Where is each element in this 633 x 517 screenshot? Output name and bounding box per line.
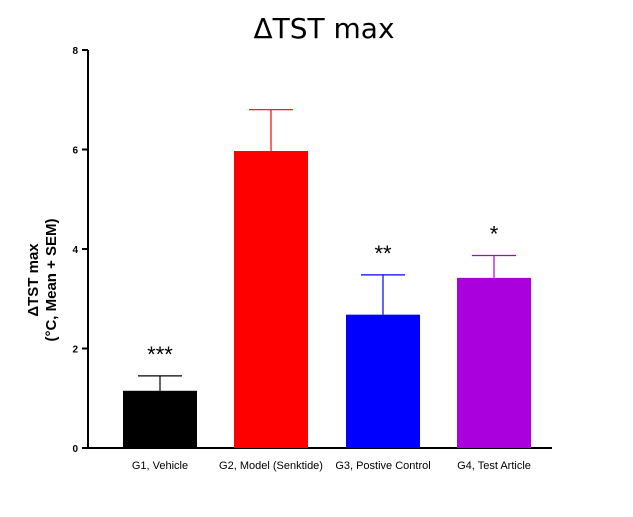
- bar: [234, 150, 308, 448]
- significance-marker: **: [374, 241, 392, 266]
- y-tick-label: 8: [72, 46, 78, 57]
- y-axis-label-line2: (°C, Mean + SEM): [43, 218, 60, 341]
- significance-marker: *: [490, 221, 499, 246]
- y-tick-label: 2: [72, 345, 78, 356]
- bar: [346, 314, 420, 448]
- significance-marker: ***: [147, 342, 173, 367]
- category-label: G4, Test Article: [457, 460, 531, 472]
- y-tick-label: 0: [72, 444, 78, 455]
- bars: ******: [123, 109, 531, 448]
- category-labels: G1, Vehicle G2, Model (Senktide) G3, Posti…: [132, 460, 531, 472]
- bar: [123, 390, 197, 448]
- chart-title: ΔTST max: [253, 12, 394, 45]
- category-label: G3, Postive Control: [335, 460, 430, 472]
- y-axis-label-line1: ΔTST max: [25, 243, 42, 317]
- y-axis-label: ΔTST max (°C, Mean + SEM): [25, 218, 60, 341]
- category-label: G1, Vehicle: [132, 460, 188, 472]
- y-tick-label: 4: [72, 245, 78, 256]
- category-label: G2, Model (Senktide): [219, 460, 323, 472]
- y-tick-label: 6: [72, 146, 78, 157]
- bar: [457, 277, 531, 448]
- y-axis-ticks: 0 2 4 6 8: [72, 46, 88, 455]
